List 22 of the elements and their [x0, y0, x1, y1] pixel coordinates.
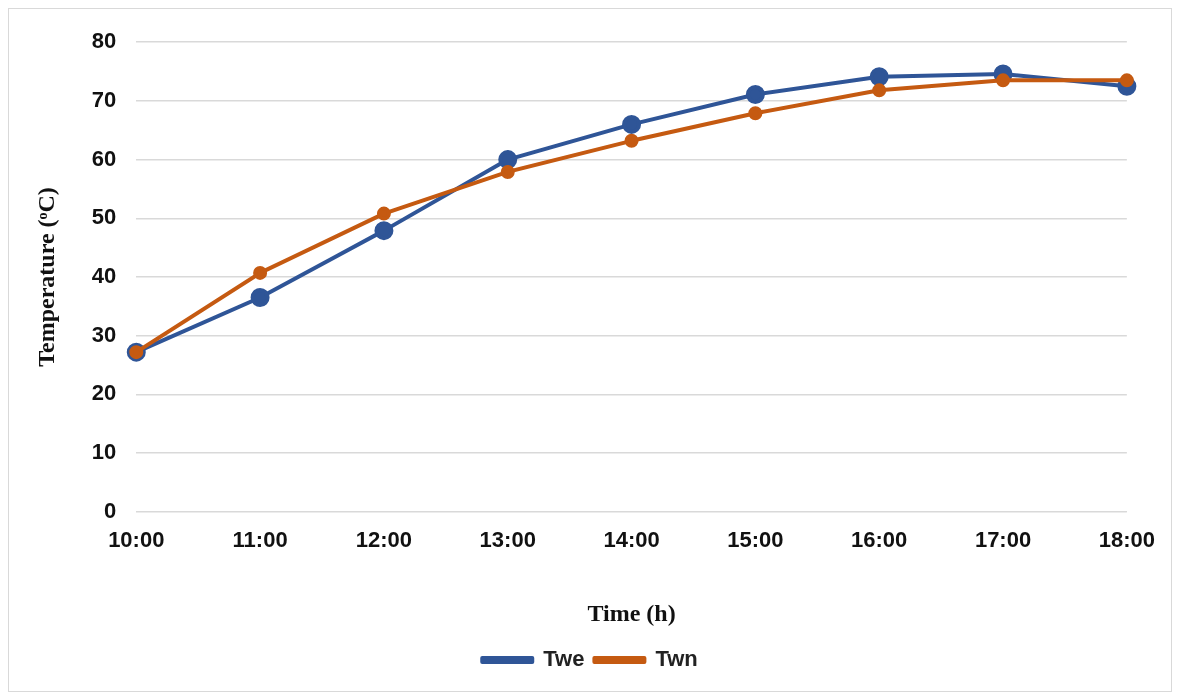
y-tick-label: 10 [91, 439, 117, 465]
x-axis-title: Time (h) [587, 599, 676, 626]
x-tick-label: 12:00 [355, 527, 413, 553]
y-tick-label: 40 [91, 263, 117, 289]
x-tick-label: 14:00 [603, 527, 660, 553]
x-tick-label: 11:00 [232, 527, 288, 553]
y-tick-label: 80 [91, 28, 117, 54]
y-tick-label: 20 [91, 380, 117, 406]
x-tick-label: 17:00 [974, 527, 1032, 553]
y-tick-label: 30 [91, 321, 117, 347]
x-tick-label: 18:00 [1098, 527, 1156, 553]
y-axis-title: Temperature (ᵒC) [32, 187, 59, 367]
y-tick-label: 70 [91, 86, 117, 112]
legend-label: Twn [655, 646, 698, 672]
x-tick-label: 16:00 [851, 527, 908, 553]
y-tick-label: 0 [104, 497, 117, 523]
x-tick-label: 15:00 [727, 527, 784, 553]
legend-label: Twe [543, 646, 585, 672]
x-tick-label: 13:00 [479, 527, 536, 553]
x-tick-label: 10:00 [108, 527, 165, 553]
y-tick-label: 50 [91, 204, 117, 230]
y-tick-label: 60 [91, 145, 117, 171]
